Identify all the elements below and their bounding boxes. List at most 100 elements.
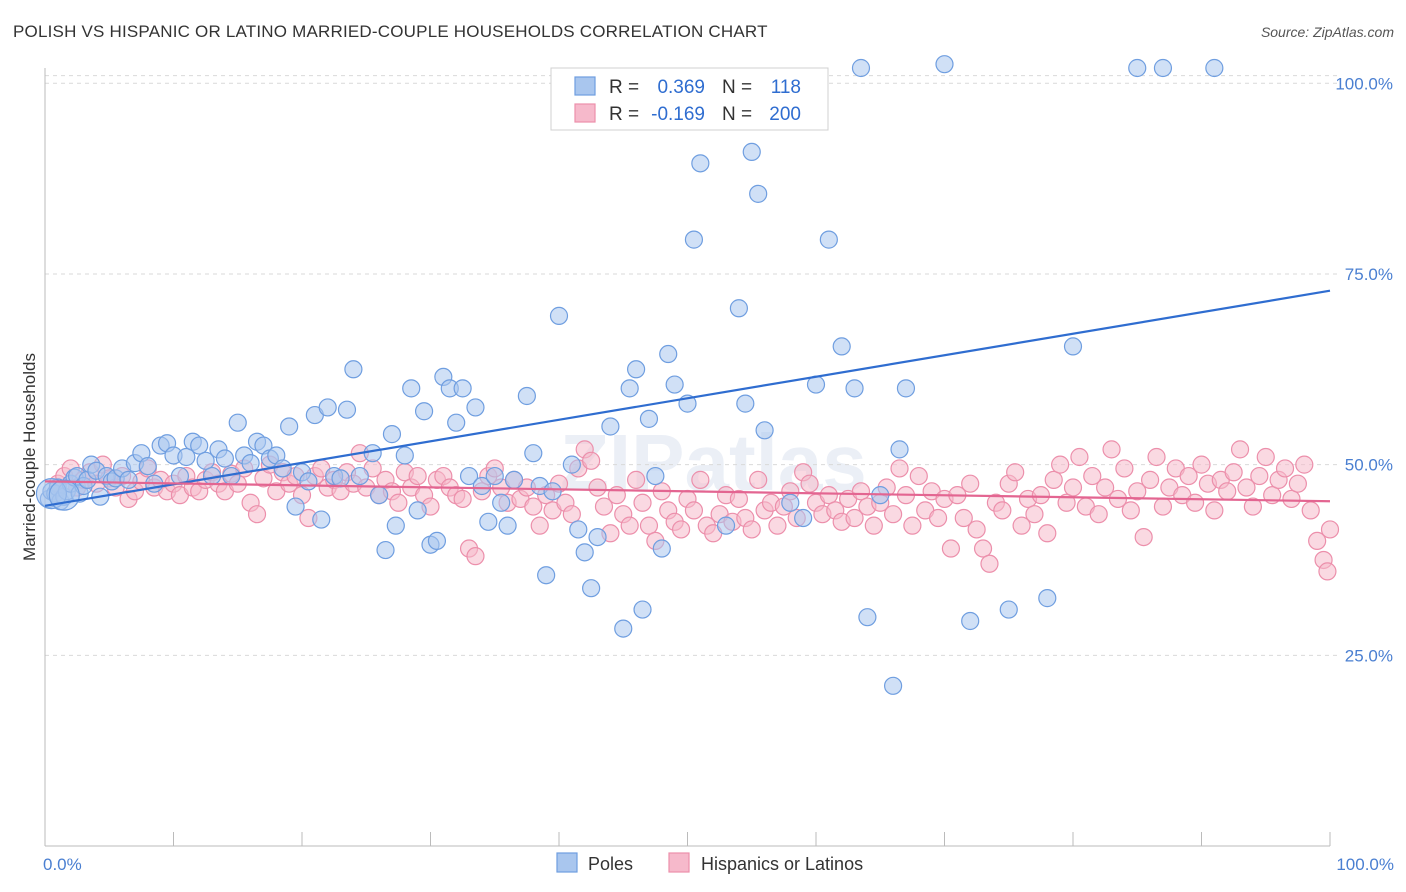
hispanics-point [864, 516, 883, 535]
legend-n-label-poles: N = [722, 77, 752, 98]
correlation-legend: R = 0.369 N = 118 R = -0.169 N = 200 [550, 67, 829, 131]
hispanics-point [954, 508, 973, 528]
hispanics-point [1205, 501, 1224, 520]
hispanics-point [524, 497, 543, 516]
poles-point [633, 600, 652, 619]
poles-point [382, 425, 402, 444]
poles-point [1063, 337, 1083, 356]
poles-point [620, 379, 639, 398]
poles-point [935, 55, 954, 74]
hispanics-point [980, 554, 999, 573]
poles-point [755, 421, 774, 440]
hispanics-point [1224, 463, 1243, 482]
legend-r-label-hispanics: R = [609, 104, 639, 125]
series-legend: Poles Hispanics or Latinos [556, 852, 863, 874]
poles-point [344, 360, 363, 379]
hispanics-point [1301, 501, 1320, 520]
y-tick-label: 75.0% [1345, 265, 1393, 284]
poles-point [228, 413, 247, 432]
poles-point [177, 447, 196, 467]
hispanics-point [1063, 478, 1083, 497]
bottom-legend-swatch-poles [556, 852, 578, 873]
y-tick-labels: 25.0% 50.0% 75.0% 100.0% [1335, 74, 1393, 665]
poles-point [408, 501, 427, 520]
poles-point [119, 470, 138, 489]
hispanics-point [1070, 447, 1089, 467]
poles-point [363, 444, 382, 463]
chart-title: POLISH VS HISPANIC OR LATINO MARRIED-COU… [13, 22, 768, 41]
poles-point [273, 459, 292, 478]
hispanics-point [1282, 489, 1301, 509]
poles-point [447, 413, 466, 432]
hispanics-point [1256, 447, 1275, 467]
poles-point [614, 619, 633, 638]
poles-point [337, 400, 357, 419]
poles-point [562, 455, 581, 474]
hispanics-point [1250, 466, 1269, 486]
legend-swatch-hispanics [574, 103, 596, 123]
poles-point [890, 440, 909, 459]
hispanics-point [562, 505, 581, 524]
poles-point [286, 497, 305, 516]
poles-point [716, 516, 736, 535]
hispanics-point [967, 520, 986, 539]
hispanics-point [620, 516, 639, 535]
y-tick-label: 100.0% [1335, 74, 1393, 93]
hispanics-point [1051, 455, 1070, 474]
hispanics-point [466, 547, 485, 566]
poles-point [241, 454, 260, 473]
y-tick-label: 50.0% [1345, 456, 1393, 475]
hispanics-point [1318, 562, 1337, 581]
legend-n-value-hispanics: 200 [769, 104, 801, 125]
hispanics-point [909, 466, 928, 486]
poles-point [517, 386, 536, 406]
hispanics-point [1121, 501, 1140, 520]
hispanics-point [453, 489, 472, 509]
poles-point [639, 409, 659, 428]
poles-point [819, 230, 838, 249]
poles-point [1205, 58, 1224, 78]
x-tick-label-max: 100.0% [1336, 855, 1394, 874]
hispanics-point [845, 508, 864, 528]
poles-point [601, 417, 620, 436]
hispanics-point [1083, 466, 1102, 486]
hispanics-point [729, 489, 749, 509]
hispanics-point [1128, 482, 1147, 501]
poles-point [543, 482, 562, 501]
hispanics-point [594, 497, 614, 516]
poles-point [736, 394, 755, 413]
poles-point [646, 466, 665, 486]
x-ticks [44, 832, 1331, 846]
hispanics-point [928, 508, 948, 528]
hispanics-point [1320, 520, 1340, 539]
poles-point [376, 540, 395, 560]
poles-point [665, 375, 684, 394]
hispanics-point [691, 470, 710, 489]
hispanics-point [247, 505, 267, 524]
poles-point [472, 476, 491, 496]
poles-point [414, 402, 434, 421]
poles-point [453, 379, 472, 398]
hispanics-point [1134, 527, 1153, 547]
poles-point [851, 58, 871, 78]
poles-point [466, 398, 485, 417]
bottom-legend-label-hispanics: Hispanics or Latinos [701, 854, 863, 874]
hispanics-point [1147, 447, 1166, 467]
poles-point [370, 486, 389, 505]
hispanics-point [1218, 482, 1237, 501]
hispanics-point [626, 470, 646, 489]
legend-r-label-poles: R = [609, 77, 639, 98]
hispanics-point [1237, 478, 1256, 497]
poles-point [626, 360, 646, 379]
hispanics-point [1275, 459, 1295, 478]
poles-point [331, 469, 350, 488]
hispanics-point [639, 516, 659, 535]
poles-point [896, 379, 916, 398]
hispanics-point [742, 520, 761, 539]
poles-point [312, 510, 331, 529]
poles-point [781, 493, 800, 512]
legend-n-label-hispanics: N = [722, 104, 752, 125]
hispanics-point [973, 539, 993, 558]
poles-point [652, 539, 671, 558]
